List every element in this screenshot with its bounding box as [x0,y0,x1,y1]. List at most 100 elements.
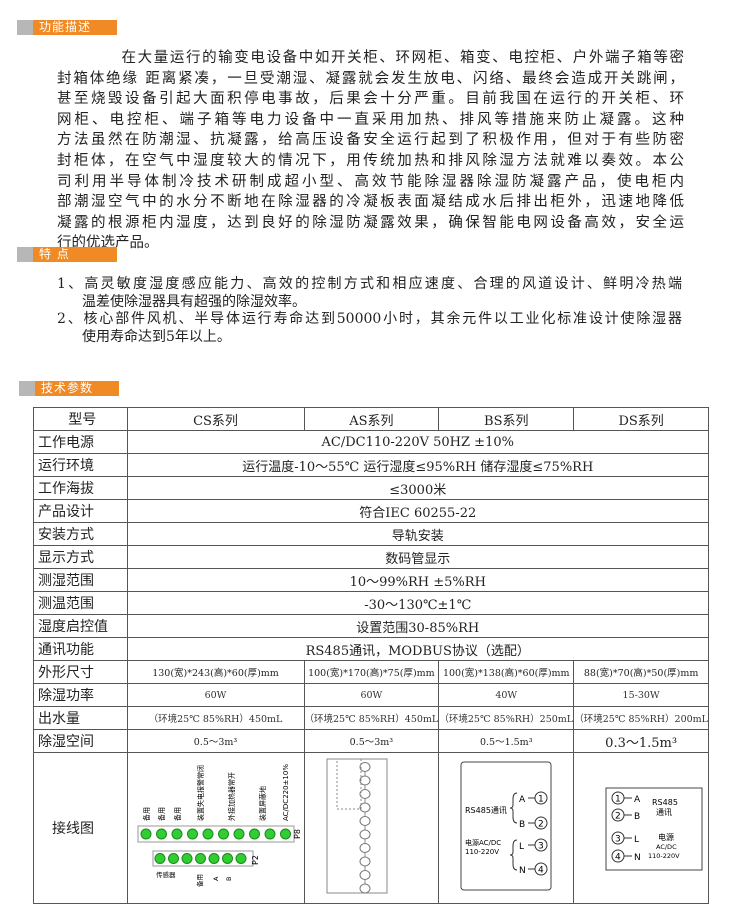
table-row: 除湿空间 0.5～3m³ 0.5～3m³ 0.5～1.5m³ 0.3～1.5m³ [33,729,709,753]
row-value: （环境25℃ 85%RH）250mL [438,706,575,730]
terminal-icon [359,843,371,853]
terminal-label: B [519,820,525,830]
row-value: 60W [126,683,305,707]
table-row: 运行环境 运行温度-10～55℃ 运行湿度≤95%RH 储存湿度≤75%RH [33,453,709,477]
ds-terminal-box [605,787,703,871]
section-header-features: 特 点 [17,247,117,262]
header-cell: CS系列 [126,407,305,431]
pin-icon [194,853,206,864]
p2-label: P2 [251,855,260,865]
row-value: ≤3000米 [126,476,709,500]
pin-label: 装置屏蔽地 [258,786,267,821]
row-label: 出水量 [33,706,128,730]
row-label: 安装方式 [33,522,128,546]
pin-icon [217,828,229,840]
description-line: 凝露的根源柜内湿度，达到良好的除湿防凝露效果，确保智能电网设备高效，安全运 [57,214,684,231]
terminal-label: L [634,835,639,845]
terminal-number: 4 [538,866,544,876]
terminal-number: 2 [538,820,544,830]
terminal-icon [534,791,548,805]
pin-icon [235,853,246,864]
row-value: 符合IEC 60255-22 [126,499,709,523]
description-line: 网柜、电控柜、端子箱等电力设备中一直采用加热、排风等措施来防止凝露。这种 [57,111,684,128]
row-value: 15-30W [573,683,709,707]
wiring-cell: 1 A 2 B 3 L 4 N RS485 通讯 电源 AC/DC 110-220V [573,752,709,904]
description-line: 甚至烧毁设备引起大面积停电事故，后果会十分严重。目前我国在运行的开关柜、环 [57,91,684,108]
row-label: 除湿空间 [33,729,128,753]
terminal-label: N [519,866,526,876]
terminal-icon [534,838,548,852]
section-header-specs: 技术参数 [19,381,119,396]
wiring-diagram [326,758,388,894]
terminal-label: A [634,795,641,805]
pin-icon [155,828,167,840]
row-value: 88(宽)*70(高)*50(厚)mm [573,660,709,684]
header-cell: 型号 [33,407,128,431]
row-label: 显示方式 [33,545,128,569]
pin-icon [208,853,219,864]
row-value: -30～130℃±1℃ [126,591,709,615]
row-value: 导轨安装 [126,522,709,546]
row-label: 测湿范围 [33,568,128,592]
terminal-icon [359,829,371,840]
brace-icon [510,839,518,871]
row-label: 运行环境 [33,453,128,477]
table-row: 测温范围 -30～130℃±1℃ [33,591,709,615]
terminal-number: 1 [538,795,544,805]
pin-icon [171,828,182,840]
description-text: 在大量运行的输变电设备中如开关柜、环网柜、箱变、电控柜、户外端子箱等密 封箱体绝缘… [57,48,684,254]
terminal-icon [534,816,548,830]
header-cell: AS系列 [303,407,440,431]
row-label: 产品设计 [33,499,128,523]
terminal-icon [534,862,548,876]
row-value: 130(宽)*243(高)*60(厚)mm [126,660,305,684]
terminal-icon [359,762,371,772]
terminal-icon [359,802,371,813]
pin-label: 传感器 [156,870,176,879]
pin-label: AC/DC220±10% [282,764,290,821]
pin-icon [279,828,291,840]
description-line: 部潮湿空气中的水分不断地在除湿器的冷凝板表面凝结成水后排出柜外，迅速地降低 [57,194,684,211]
table-row: 产品设计 符合IEC 60255-22 [33,499,709,523]
pin-label: 备用 [173,807,182,821]
features-list: 1、高灵敏度湿度感应能力、高效的控制方式和相应速度、合理的风道设计、鲜明冷热端温… [57,276,682,346]
terminal-icon [359,870,371,880]
description-line: 封柜体，在空气中湿度较大的情况下，用传统加热和排风除湿方法就难以奏效。本公 [57,152,684,169]
description-line: 封箱体绝缘 距离紧凑，一旦受潮湿、凝露就会发生放电、闪络、最终会造成开关跳闸， [57,70,684,87]
row-value: 0.3～1.5m³ [573,729,709,753]
description-line: 在大量运行的输变电设备中如开关柜、环网柜、箱变、电控柜、户外端子箱等密 [57,50,684,66]
specs-table: 型号 CS系列 AS系列 BS系列 DS系列 工作电源 AC/DC110-220V 50HZ… [33,407,709,904]
pin-icon [140,828,151,840]
row-label: 通讯功能 [33,637,128,661]
row-value: 40W [438,683,575,707]
power-label: 110-220V [648,852,680,860]
table-row: 通讯功能 RS485通讯，MODBUS协议（选配） [33,637,709,661]
pin-label: B [225,877,233,881]
terminal-icon [359,789,371,799]
row-value: 0.5～3m³ [303,729,440,753]
table-row: 出水量 （环境25℃ 85%RH）450mL （环境25℃ 85%RH）450mL （… [33,706,709,730]
terminal-number: 4 [615,853,621,863]
p8-label: P8 [293,829,302,839]
terminal-label: N [634,853,641,863]
feature-line: 2、核心部件风机、半导体运行寿命达到50000小时，其余元件以工业化标准设计使除… [57,311,682,327]
terminal-label: B [634,812,640,822]
terminal-number: 3 [615,835,621,845]
row-value: 100(宽)*170(高)*75(厚)mm [303,660,440,684]
table-row: 显示方式 数码管显示 [33,545,709,569]
pin-icon [181,853,192,864]
table-row: 除湿功率 60W 60W 40W 15-30W [33,683,709,707]
description-line: 司利用半导体制冷技术研制成超小型、高效节能除湿器除湿防凝露产品，使电柜内 [57,173,684,190]
pin-label: 备用 [142,807,151,821]
row-value: 0.5～3m³ [126,729,305,753]
pin-label: 备用 [195,874,204,887]
rs485-label: RS485 [652,798,678,807]
brace-icon [510,792,518,824]
pin-label: 外接加热器常开 [227,772,236,821]
row-label: 除湿功率 [33,683,128,707]
row-value: 数码管显示 [126,545,709,569]
pin-icon [186,828,198,840]
header-cell: DS系列 [573,407,709,431]
feature-line: 1、高灵敏度湿度感应能力、高效的控制方式和相应速度、合理的风道设计、鲜明冷热端 [57,276,682,292]
